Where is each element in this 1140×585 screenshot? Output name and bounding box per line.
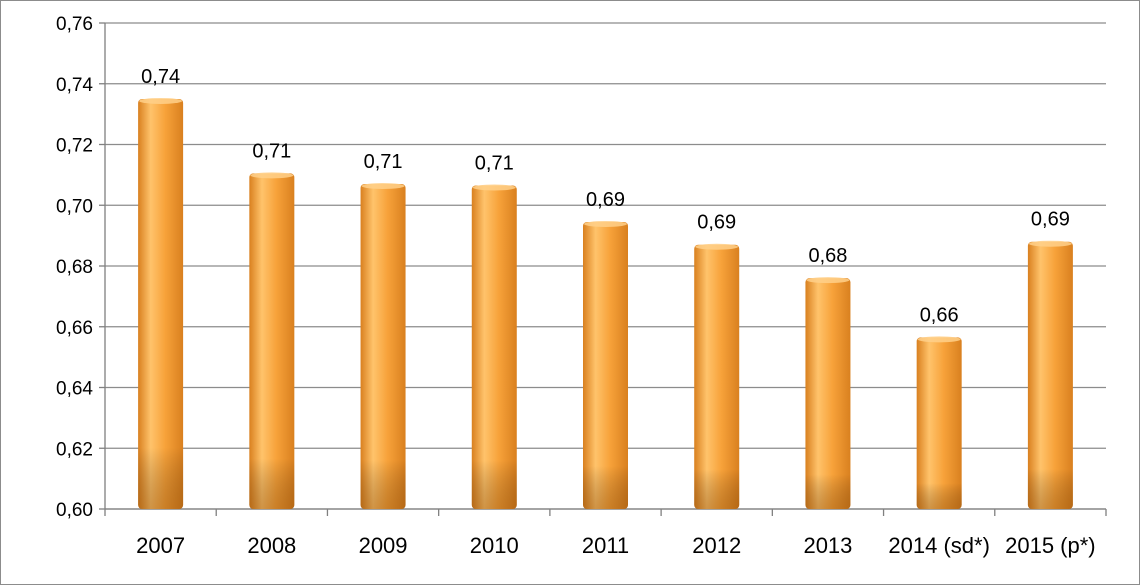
bar-cap — [250, 172, 294, 179]
bar-cap — [361, 182, 405, 189]
bars — [138, 97, 1073, 510]
x-tick-label: 2011 — [582, 533, 629, 558]
bar-shade — [471, 185, 517, 509]
x-tick-label: 2012 — [692, 533, 741, 558]
y-tick-label: 0,70 — [56, 196, 93, 217]
x-tick-label: 2010 — [470, 533, 519, 558]
data-label: 0,69 — [697, 212, 736, 234]
y-tick-label: 0,72 — [56, 136, 93, 157]
y-tick-label: 0,68 — [56, 257, 93, 278]
labels: 0,60 0,62 0,64 0,66 0,68 0,70 0,72 0,74 0,76 0,74… — [56, 14, 1096, 558]
data-label: 0,66 — [920, 304, 959, 326]
bar — [805, 277, 851, 509]
bar-shade — [138, 98, 184, 509]
bar-shade — [805, 278, 851, 509]
x-tick-label: 2015 (p*) — [1005, 533, 1096, 558]
bar — [249, 172, 295, 509]
y-tick-label: 0,62 — [56, 439, 93, 460]
bar-shade — [694, 244, 740, 510]
data-label: 0,69 — [1031, 209, 1070, 231]
y-tick-label: 0,76 — [56, 14, 93, 35]
bar-cap — [1028, 240, 1072, 247]
bar-cap — [695, 243, 739, 250]
data-label: 0,71 — [475, 153, 514, 175]
bar — [694, 243, 740, 510]
bar — [360, 182, 406, 510]
bar-shade — [1027, 241, 1073, 509]
data-label: 0,68 — [808, 245, 847, 267]
bar-shade — [360, 183, 406, 510]
bar-cap — [917, 336, 961, 343]
bar-cap — [806, 277, 850, 284]
bar — [583, 220, 628, 510]
data-label: 0,69 — [586, 189, 625, 211]
x-tick-label: 2008 — [247, 533, 296, 558]
bar — [138, 97, 184, 509]
bar — [916, 336, 962, 509]
bar-cap — [139, 97, 183, 104]
bar-shade — [249, 173, 295, 509]
data-label: 0,74 — [141, 66, 180, 88]
x-tick-label: 2013 — [803, 533, 852, 558]
bar-shade — [916, 337, 962, 509]
y-tick-label: 0,66 — [56, 318, 93, 339]
bar — [471, 184, 517, 509]
data-label: 0,71 — [364, 151, 403, 173]
bar-shade — [583, 221, 628, 510]
y-tick-label: 0,60 — [56, 500, 93, 521]
bar — [1027, 240, 1073, 509]
y-tick-label: 0,64 — [56, 379, 93, 400]
x-tick-label: 2007 — [136, 533, 185, 558]
y-tick-label: 0,74 — [56, 75, 93, 96]
data-label: 0,71 — [252, 140, 291, 162]
x-tick-label: 2014 (sd*) — [888, 533, 990, 558]
bar-cap — [472, 184, 516, 191]
bar-cap — [584, 220, 627, 227]
x-tick-label: 2009 — [359, 533, 408, 558]
